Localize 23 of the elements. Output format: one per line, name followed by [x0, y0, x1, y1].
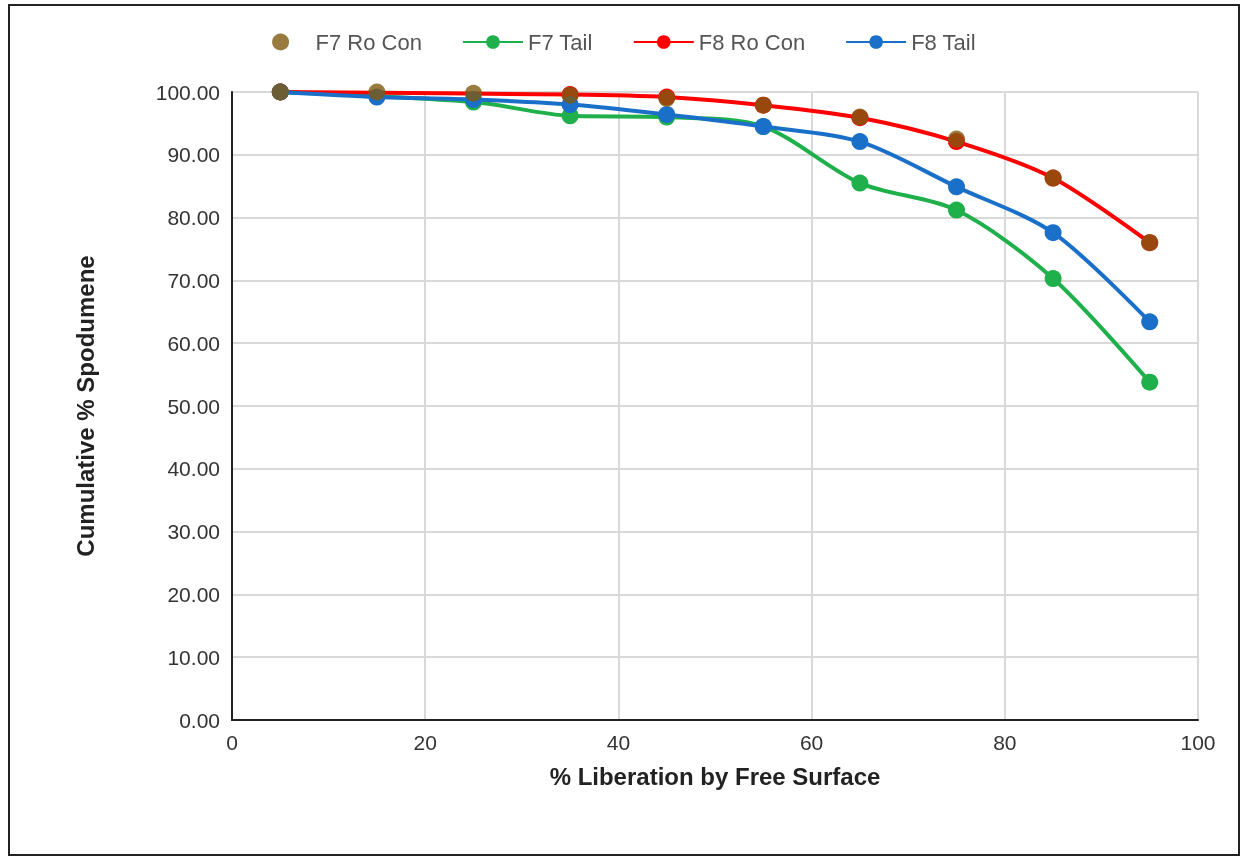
y-tick-label: 80.00 [167, 206, 220, 230]
y-tick-label: 30.00 [167, 520, 220, 544]
x-tick-label: 20 [413, 731, 437, 754]
x-tick-label: 40 [606, 731, 631, 754]
legend-label: F7 Tail [527, 29, 593, 55]
legend-label: F8 Tail [911, 29, 976, 55]
y-tick-label: 60.00 [167, 331, 220, 355]
y-tick-label: 100.00 [155, 80, 220, 104]
y-tick-label: 90.00 [167, 143, 220, 167]
x-axis-title: % Liberation by Free Surface [549, 762, 881, 790]
y-tick-label: 50.00 [167, 394, 220, 418]
y-tick-label: 70.00 [167, 268, 220, 292]
legend-label: F8 Ro Con [698, 29, 806, 55]
y-axis-title: Cumulative % Spodumene [71, 255, 99, 557]
x-tick-label: 100 [1180, 731, 1216, 754]
y-tick-label: 40.00 [167, 457, 220, 481]
y-tick-label: 10.00 [167, 645, 220, 669]
x-tick-label: 60 [799, 731, 824, 754]
x-tick-label: 80 [993, 731, 1017, 754]
x-tick-label: 0 [226, 731, 238, 754]
y-tick-label: 20.00 [167, 582, 220, 606]
y-tick-label: 0.00 [179, 708, 220, 732]
legend-label: F7 Ro Con [315, 29, 422, 55]
